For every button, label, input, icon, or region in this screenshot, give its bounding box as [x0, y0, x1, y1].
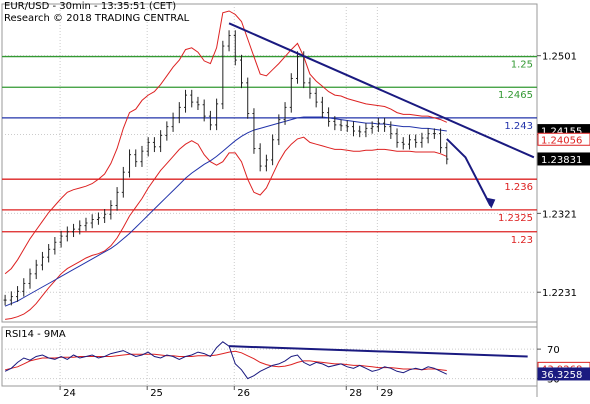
level-label: 1.25: [511, 60, 533, 71]
projection-arrow: [446, 138, 492, 206]
rsi-value-tag: [537, 367, 590, 381]
level-label: 1.23: [511, 235, 533, 246]
level-label: 1.243: [504, 121, 533, 132]
y-tick-label: 1.2231: [542, 288, 577, 299]
band-lower-line: [5, 136, 447, 320]
rsi-ma-line: [4, 350, 447, 371]
chart-source: Research © 2018 TRADING CENTRAL: [4, 13, 190, 24]
price-tag-label: 1.24056: [541, 135, 582, 146]
price-trendline: [228, 22, 535, 159]
price-tag: [537, 132, 590, 146]
x-tick-label: 26: [237, 388, 250, 399]
price-tag: [537, 152, 590, 166]
price-tag-label: 1.23831: [541, 155, 582, 166]
price-panel-frame: [1, 3, 538, 323]
level-label: 1.236: [504, 182, 533, 193]
x-tick-label: 24: [63, 388, 76, 399]
chart-title: EUR/USD - 30min - 13:35:51 (CET): [4, 1, 177, 12]
y-tick-label: 1.2321: [542, 209, 577, 220]
rsi-title: RSI14 - 9MA: [5, 329, 66, 340]
x-tick-label: 25: [150, 388, 163, 399]
rsi-trendline: [229, 345, 528, 358]
level-label: 1.2465: [498, 90, 533, 101]
y-tick-label: 1.2501: [542, 52, 577, 63]
rsi-line: [4, 341, 448, 380]
rsi-value-tag-label: 36.3258: [541, 370, 582, 381]
projection-arrow-head: [485, 197, 496, 209]
level-label: 1.2325: [498, 213, 533, 224]
price-tag-label: 1.24155: [541, 127, 582, 138]
x-tick-label: 29: [380, 388, 393, 399]
moving-average-line: [4, 116, 447, 307]
band-upper-line: [4, 10, 447, 275]
x-tick-label: 28: [349, 388, 362, 399]
rsi-tick-label: 70: [547, 345, 560, 356]
